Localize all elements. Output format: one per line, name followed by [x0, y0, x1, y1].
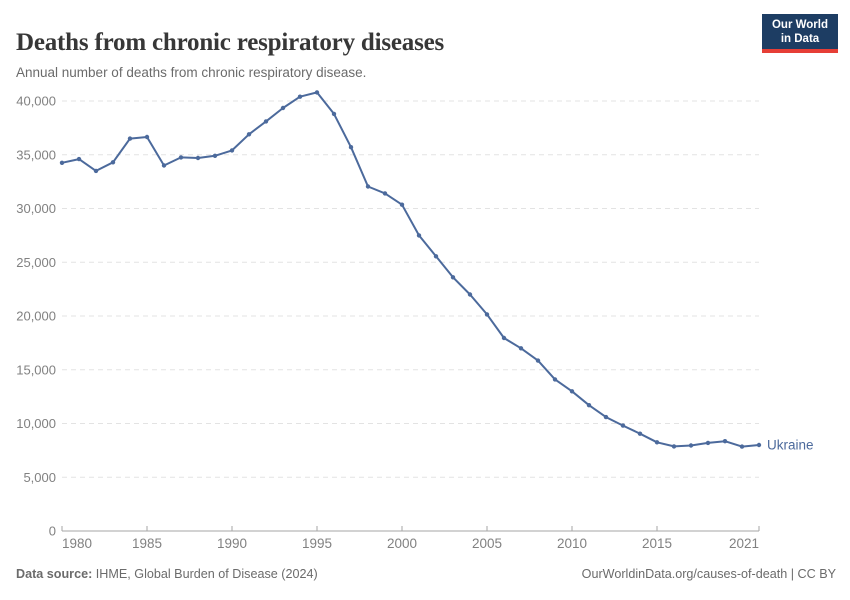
chart-footer: Data source: IHME, Global Burden of Dise… — [16, 567, 836, 581]
series-end-label[interactable]: Ukraine — [767, 438, 814, 453]
data-point[interactable] — [348, 145, 354, 150]
y-axis-tick-label: 30,000 — [16, 201, 56, 216]
x-axis-tick-label: 1985 — [132, 536, 162, 551]
data-point[interactable] — [569, 389, 575, 394]
data-point[interactable] — [501, 335, 507, 341]
data-source-label: Data source: — [16, 567, 93, 581]
data-point[interactable] — [195, 155, 201, 161]
data-point[interactable] — [382, 191, 388, 196]
data-point[interactable] — [586, 403, 592, 408]
data-point[interactable] — [756, 442, 762, 448]
data-point[interactable] — [178, 155, 184, 160]
series-line-ukraine[interactable] — [61, 91, 760, 448]
data-point[interactable] — [246, 132, 252, 137]
x-axis-tick-label: 2000 — [387, 536, 417, 551]
x-axis-tick-label: 1990 — [217, 536, 247, 551]
data-point[interactable] — [450, 275, 456, 280]
data-point[interactable] — [59, 160, 65, 165]
data-point[interactable] — [212, 153, 218, 158]
data-point[interactable] — [365, 184, 371, 189]
data-point[interactable] — [603, 414, 609, 420]
data-source-text: IHME, Global Burden of Disease (2024) — [92, 567, 318, 581]
data-point[interactable] — [722, 439, 728, 444]
data-point[interactable] — [637, 431, 643, 436]
owid-logo-line1: Our World — [771, 19, 828, 31]
chart-subtitle: Annual number of deaths from chronic res… — [16, 64, 367, 80]
data-point[interactable] — [705, 440, 711, 446]
line-chart-canvas[interactable]: 0 5,000 10,000 15,000 20,000 25,000 30,000 35,0… — [0, 0, 850, 560]
x-axis-tick-label: 2005 — [472, 536, 502, 551]
x-axis-tick-label: 2015 — [642, 536, 672, 551]
data-point[interactable] — [161, 163, 167, 168]
data-point[interactable] — [263, 119, 269, 124]
x-axis-tick-label: 1980 — [62, 536, 92, 551]
x-axis-tick-label: 2021 — [729, 536, 759, 551]
y-axis-tick-label: 25,000 — [16, 255, 56, 270]
data-point[interactable] — [484, 312, 490, 317]
y-axis-tick-label: 5,000 — [23, 470, 56, 485]
data-point[interactable] — [671, 444, 677, 449]
data-point[interactable] — [144, 134, 150, 140]
data-point[interactable] — [739, 444, 745, 449]
x-axis-tick-label: 2010 — [557, 536, 587, 551]
data-point[interactable] — [535, 358, 541, 363]
owid-logo[interactable]: Our World in Data — [762, 14, 838, 53]
data-point[interactable] — [76, 156, 82, 162]
data-point[interactable] — [127, 136, 133, 141]
data-point[interactable] — [280, 105, 286, 111]
y-axis-tick-label: 15,000 — [16, 362, 56, 377]
x-axis-tick-label: 1995 — [302, 536, 332, 551]
y-axis-tick-label: 40,000 — [16, 94, 56, 109]
data-source-note: Data source: IHME, Global Burden of Dise… — [16, 567, 318, 581]
data-point[interactable] — [416, 233, 422, 238]
data-point[interactable] — [467, 292, 473, 297]
data-point[interactable] — [552, 377, 558, 382]
data-point[interactable] — [688, 443, 694, 448]
data-point[interactable] — [331, 111, 337, 117]
data-point[interactable] — [433, 254, 439, 259]
data-point[interactable] — [297, 94, 303, 99]
data-point[interactable] — [229, 148, 235, 153]
data-point[interactable] — [399, 202, 405, 207]
data-point[interactable] — [110, 160, 116, 165]
data-point[interactable] — [654, 440, 660, 445]
data-point[interactable] — [93, 168, 99, 174]
page-title: Deaths from chronic respiratory diseases — [16, 28, 445, 56]
owid-logo-line2: in Data — [780, 33, 820, 45]
owid-citation-link[interactable]: OurWorldinData.org/causes-of-death | CC … — [581, 567, 836, 581]
y-axis-tick-label: 10,000 — [16, 416, 56, 431]
data-point[interactable] — [314, 90, 320, 95]
y-axis-tick-label: 35,000 — [16, 147, 56, 162]
y-axis-tick-label: 20,000 — [16, 309, 56, 324]
data-point[interactable] — [518, 346, 524, 351]
data-point[interactable] — [620, 423, 626, 428]
y-axis-tick-label: 0 — [49, 524, 56, 539]
